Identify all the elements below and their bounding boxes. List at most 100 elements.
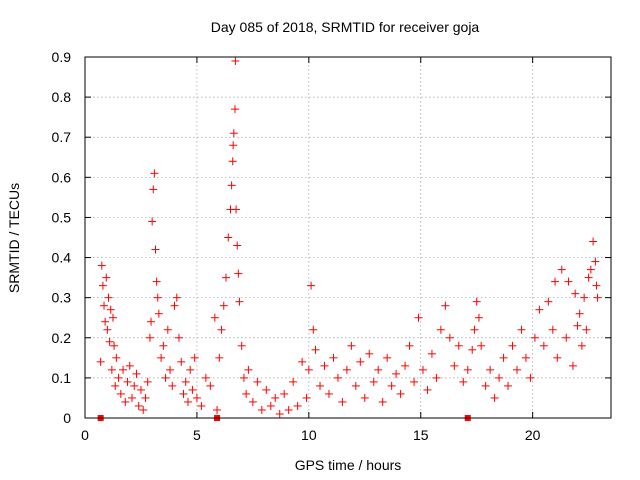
data-point — [275, 409, 284, 418]
data-point — [526, 373, 535, 382]
data-point — [564, 277, 573, 286]
data-point — [237, 341, 246, 350]
data-point — [592, 281, 601, 290]
data-point — [414, 313, 423, 322]
y-tick-label: 0.6 — [52, 169, 72, 185]
data-point — [369, 377, 378, 386]
data-point — [365, 349, 374, 358]
data-point — [311, 345, 320, 354]
data-point — [101, 317, 110, 326]
data-point — [136, 385, 145, 394]
data-point — [486, 365, 495, 374]
y-tick-label: 0.2 — [52, 330, 72, 346]
data-point — [188, 385, 197, 394]
data-point — [175, 333, 184, 342]
data-point — [521, 353, 530, 362]
data-point — [230, 105, 239, 114]
data-point — [586, 265, 595, 274]
data-point — [153, 293, 162, 302]
data-point — [253, 377, 262, 386]
data-point — [517, 325, 526, 334]
data-point — [432, 373, 441, 382]
data-point — [239, 373, 248, 382]
data-points — [96, 57, 602, 421]
data-point — [396, 389, 405, 398]
data-point — [548, 325, 557, 334]
data-point — [580, 293, 589, 302]
data-point — [106, 305, 115, 314]
data-point — [441, 301, 450, 310]
data-point — [577, 341, 586, 350]
axis-ticks: 0 5 10 15 20 0 0.1 0.2 0.3 0.4 0.5 0.6 0.7 0.8 0.9 — [52, 49, 611, 443]
data-point — [219, 301, 228, 310]
data-point — [231, 57, 240, 66]
y-tick-label: 0.8 — [52, 89, 72, 105]
y-tick-label: 0.9 — [52, 49, 72, 65]
data-point — [98, 281, 107, 290]
data-point — [232, 205, 241, 214]
data-point — [427, 349, 436, 358]
data-point — [401, 361, 410, 370]
data-point — [324, 389, 333, 398]
data-point — [132, 369, 141, 378]
data-point — [186, 365, 195, 374]
data-point — [151, 245, 160, 254]
data-point — [257, 405, 266, 414]
data-point — [410, 377, 419, 386]
data-point — [210, 313, 219, 322]
data-point — [591, 257, 600, 266]
data-point — [234, 269, 243, 278]
data-point — [103, 325, 112, 334]
data-point — [423, 385, 432, 394]
data-point — [148, 217, 157, 226]
data-point — [470, 325, 479, 334]
data-point — [573, 321, 582, 330]
data-point — [499, 353, 508, 362]
data-point — [102, 273, 111, 282]
data-point — [589, 237, 598, 246]
data-point — [107, 365, 116, 374]
data-point — [105, 337, 114, 346]
data-point — [139, 405, 148, 414]
data-point — [166, 365, 175, 374]
y-tick-label: 0.7 — [52, 129, 72, 145]
data-point — [351, 381, 360, 390]
data-point — [468, 345, 477, 354]
data-point — [108, 313, 117, 322]
data-point — [147, 317, 156, 326]
data-point — [512, 365, 521, 374]
data-point — [347, 341, 356, 350]
data-point — [228, 157, 237, 166]
y-tick-label: 0.5 — [52, 209, 72, 225]
data-point — [450, 361, 459, 370]
data-point — [289, 377, 298, 386]
data-point — [584, 273, 593, 282]
data-point — [183, 397, 192, 406]
chart-title: Day 085 of 2018, SRMTID for receiver goj… — [211, 19, 480, 35]
data-point — [463, 365, 472, 374]
data-point — [378, 397, 387, 406]
data-point — [125, 361, 134, 370]
x-tick-label: 20 — [525, 427, 541, 443]
data-point — [213, 405, 222, 414]
data-point — [163, 325, 172, 334]
data-point — [248, 397, 257, 406]
data-point — [229, 141, 238, 150]
data-point — [114, 373, 123, 382]
data-point — [181, 377, 190, 386]
data-point — [298, 357, 307, 366]
x-tick-label: 15 — [413, 427, 429, 443]
data-point — [387, 381, 396, 390]
data-point — [481, 381, 490, 390]
data-point — [112, 353, 121, 362]
data-point — [360, 393, 369, 402]
data-point — [179, 389, 188, 398]
x-tick-label: 5 — [193, 427, 201, 443]
data-point — [123, 377, 132, 386]
data-point — [134, 401, 143, 410]
data-point — [152, 277, 161, 286]
data-point — [459, 377, 468, 386]
data-point — [304, 365, 313, 374]
data-point — [168, 381, 177, 390]
data-point — [150, 169, 159, 178]
